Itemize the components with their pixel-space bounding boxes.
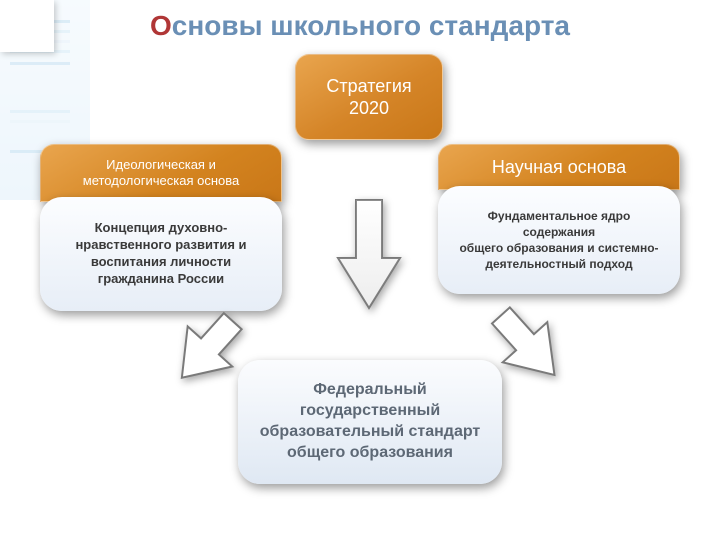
node-left-header: Идеологическая и методологическая основа xyxy=(40,144,282,202)
arrow-down-icon xyxy=(334,196,404,316)
title-rest: сновы школьного стандарта xyxy=(172,10,570,41)
left-header-text: Идеологическая и методологическая основа xyxy=(53,157,269,190)
node-left-body: Концепция духовно-нравственного развития… xyxy=(40,197,282,311)
right-header-text: Научная основа xyxy=(492,157,626,178)
node-bottom: Федеральный государственный образователь… xyxy=(238,360,502,484)
strategy-line2: 2020 xyxy=(349,97,389,120)
arrow-diag-left-icon xyxy=(164,310,254,400)
strategy-line1: Стратегия xyxy=(326,75,411,98)
right-body-text: Фундаментальное ядро содержания общего о… xyxy=(452,208,666,273)
node-right-body: Фундаментальное ядро содержания общего о… xyxy=(438,186,680,294)
arrow-diag-right-icon xyxy=(486,298,578,390)
node-right-header: Научная основа xyxy=(438,144,680,190)
title-accent-letter: О xyxy=(150,10,172,41)
node-strategy: Стратегия 2020 xyxy=(295,54,443,140)
page-title: Основы школьного стандарта xyxy=(0,10,720,42)
bottom-text: Федеральный государственный образователь… xyxy=(250,380,490,463)
left-body-text: Концепция духовно-нравственного развития… xyxy=(54,220,268,288)
